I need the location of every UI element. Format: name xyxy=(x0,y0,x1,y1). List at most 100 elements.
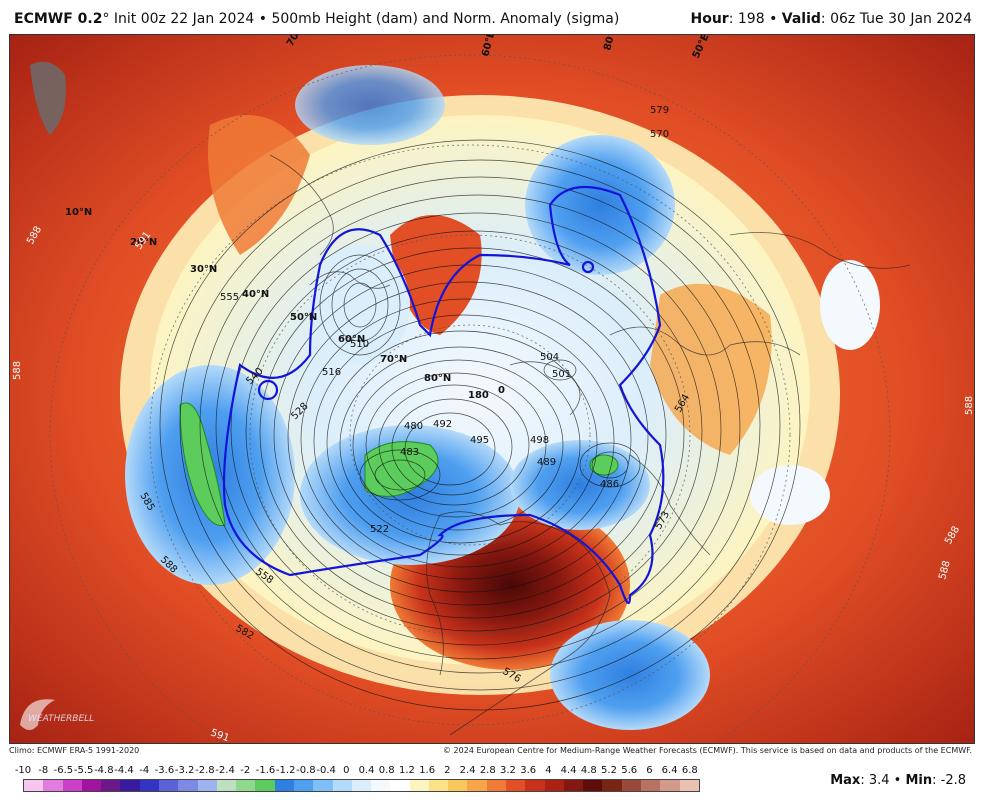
chart-title: ECMWF 0.2° Init 00z 22 Jan 2024 • 500mb … xyxy=(14,11,619,27)
lat-label-20: 20°N xyxy=(130,237,157,248)
legend-label: 5.6 xyxy=(621,765,638,776)
min-label: Min xyxy=(905,773,933,788)
separator-3: • xyxy=(893,773,902,788)
legend-label: 4.8 xyxy=(580,765,597,776)
legend-swatch xyxy=(583,780,603,791)
model-name: ECMWF 0.2 xyxy=(14,11,103,27)
valid-label: Valid xyxy=(781,11,821,27)
legend-swatch xyxy=(216,780,237,791)
legend-label: -1.2 xyxy=(275,765,296,776)
strong-anomaly-alaska xyxy=(364,441,439,497)
legend-label: -2.8 xyxy=(195,765,215,776)
legend-swatch xyxy=(313,780,333,791)
warm-ridge-west xyxy=(208,115,310,255)
legend-label: 6 xyxy=(646,765,653,776)
height-label-588-b: 588 xyxy=(12,361,23,380)
legend-swatch xyxy=(139,780,159,791)
legend-label: 0.4 xyxy=(358,765,375,776)
legend-label: 6.4 xyxy=(661,765,678,776)
lat-label-50: 50°N xyxy=(290,312,317,323)
legend-swatch xyxy=(621,780,641,791)
height-label-504: 504 xyxy=(540,352,559,363)
height-label-492: 492 xyxy=(433,419,452,430)
init-time: Init 00z 22 Jan 2024 xyxy=(113,11,255,27)
legend-swatch xyxy=(158,780,179,791)
blue-anomaly-contour xyxy=(222,185,665,605)
legend-swatch xyxy=(332,780,352,791)
strong-anomaly-pacific xyxy=(179,402,226,527)
legend-label: 4 xyxy=(545,765,552,776)
legend-label: 0 xyxy=(343,765,350,776)
lon-label-180: 180 xyxy=(468,390,489,401)
height-label-483: 483 xyxy=(400,447,419,458)
legend-labels: -10 -8 -6.5 -5.5 -4.8 -4.4 -4 -3.6 -3.2 -2.8 -2.4-… xyxy=(13,765,703,777)
height-label-579: 579 xyxy=(650,105,669,116)
lat-label-80: 80°N xyxy=(424,373,451,384)
legend-swatch xyxy=(371,780,391,791)
legend-swatch xyxy=(486,780,507,791)
legend-label: -0.4 xyxy=(316,765,336,776)
lat-label-60: 60°N xyxy=(338,334,365,345)
legend-label: -4.4 xyxy=(114,765,134,776)
max-label: Max xyxy=(830,773,861,788)
legend-label: -8 xyxy=(38,765,49,776)
hour-value: : 198 xyxy=(728,11,765,27)
copyright-credit: © 2024 European Centre for Medium-Range … xyxy=(443,746,972,755)
legend-swatch xyxy=(660,780,680,791)
legend-label: 5.2 xyxy=(601,765,617,776)
legend-swatch xyxy=(62,780,82,791)
weatherbell-logo: WEATHERBELL xyxy=(20,699,94,730)
legend-label: -3.2 xyxy=(174,765,195,776)
legend-label: -2.4 xyxy=(215,765,235,776)
legend-swatch xyxy=(293,780,314,791)
legend-label: -6.5 xyxy=(53,765,74,776)
legend-label: 2.4 xyxy=(459,765,476,776)
header: ECMWF 0.2° Init 00z 22 Jan 2024 • 500mb … xyxy=(0,0,984,34)
height-label-591-b: 591 xyxy=(209,727,231,744)
legend-color-bar xyxy=(23,779,700,792)
legend-swatch xyxy=(351,780,372,791)
valid-time-title: Hour: 198 • Valid: 06z Tue 30 Jan 2024 xyxy=(691,11,973,27)
height-label-495: 495 xyxy=(470,435,489,446)
legend-swatch xyxy=(448,780,468,791)
height-contours xyxy=(159,139,801,711)
climo-credit: Climo: ECMWF ERA-5 1991-2020 xyxy=(9,746,140,755)
height-label-588-f: 588 xyxy=(937,559,953,580)
legend-label: 0.8 xyxy=(378,765,395,776)
legend-label: 3.2 xyxy=(500,765,516,776)
legend-swatch xyxy=(178,780,198,791)
min-value: : -2.8 xyxy=(932,773,966,788)
lat-label-10: 10°N xyxy=(65,207,92,218)
height-label-516: 516 xyxy=(322,367,341,378)
coastlines xyxy=(269,154,911,736)
height-label-486: 486 xyxy=(600,479,619,490)
pale-anomaly-asia xyxy=(820,260,880,350)
legend-label: 4.4 xyxy=(560,765,577,776)
legend-label: -1.6 xyxy=(255,765,276,776)
logo-text: WEATHERBELL xyxy=(28,714,94,724)
legend-label: 6.8 xyxy=(681,765,698,776)
legend-label: -3.6 xyxy=(154,765,175,776)
height-label-555: 555 xyxy=(220,292,239,303)
anomaly-map: 10°N 20°N 30°N 40°N 50°N 60°N 70°N 80°N … xyxy=(9,34,975,744)
map-svg: 10°N 20°N 30°N 40°N 50°N 60°N 70°N 80°N … xyxy=(10,35,975,744)
cold-pool-arctic xyxy=(295,65,445,145)
warm-anomaly-europe xyxy=(650,283,772,455)
legend-swatch xyxy=(120,780,140,791)
legend-swatch xyxy=(81,780,102,791)
legend-swatch xyxy=(409,780,429,791)
legend-swatch xyxy=(602,780,622,791)
legend-swatch xyxy=(641,780,661,791)
lat-label-40: 40°N xyxy=(242,289,269,300)
legend-label: -10 xyxy=(14,765,32,776)
lat-label-30: 30°N xyxy=(190,264,217,275)
height-label-489: 489 xyxy=(537,457,556,468)
legend-swatch xyxy=(197,780,217,791)
gray-land-patch xyxy=(30,61,66,135)
legend-label: -2 xyxy=(240,765,251,776)
separator-2: • xyxy=(769,11,778,27)
legend-swatch xyxy=(679,780,699,791)
legend-swatch xyxy=(525,780,545,791)
height-label-588-d: 588 xyxy=(964,396,975,415)
legend-label: 1.2 xyxy=(398,765,415,776)
